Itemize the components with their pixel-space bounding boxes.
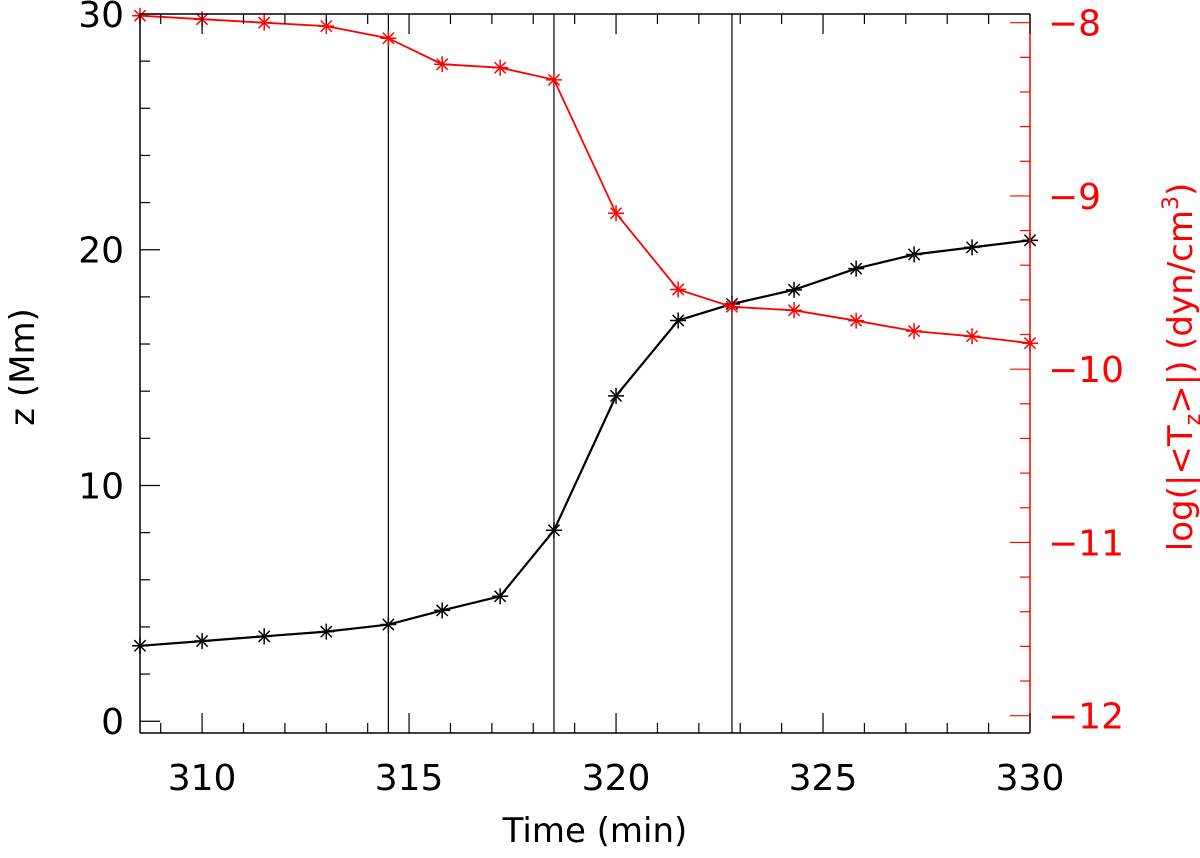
data-point-left xyxy=(434,602,451,619)
y-left-tick-label: 0 xyxy=(101,702,124,743)
marker-stroke xyxy=(382,618,395,631)
marker-stroke xyxy=(494,61,507,74)
data-point-left xyxy=(256,628,273,645)
y-left-tick-label: 20 xyxy=(78,231,124,272)
data-point-left xyxy=(318,623,335,640)
marker-stroke xyxy=(907,324,921,338)
data-point-left xyxy=(492,588,509,605)
vertical-marker-lines xyxy=(387,14,733,733)
x-axis-title: Time (min) xyxy=(502,811,688,851)
marker-stroke xyxy=(609,207,623,220)
series-line-right xyxy=(139,14,1031,345)
marker-stroke xyxy=(547,524,561,537)
marker-stroke xyxy=(258,630,271,643)
axes xyxy=(139,13,1031,734)
y-right-tick-label: −10 xyxy=(1048,350,1124,391)
marker-stroke xyxy=(494,590,507,603)
marker-stroke xyxy=(672,283,685,296)
data-point-right xyxy=(492,59,509,76)
marker-stroke xyxy=(965,241,979,254)
marker-stroke xyxy=(436,604,449,617)
data-point-left xyxy=(906,246,923,263)
marker-stroke xyxy=(320,625,333,638)
data-point-right xyxy=(848,312,865,329)
x-tick-label: 330 xyxy=(996,758,1065,799)
marker-stroke xyxy=(195,634,209,648)
series-line-left xyxy=(139,239,1031,647)
y-right-tick-label: −11 xyxy=(1048,523,1124,564)
data-point-right xyxy=(670,281,687,298)
y-axis-right-title: log(|<Tz>|) (dyn/cm3) xyxy=(1159,183,1200,551)
tick-labels: 310 315 320 325 330 0 10 20 30 −12 −11 −10 −9 −8 xyxy=(78,0,1124,799)
data-point-left xyxy=(380,616,397,633)
x-tick-label: 320 xyxy=(582,758,651,799)
data-point-left xyxy=(964,239,981,256)
x-tick-label: 325 xyxy=(789,758,858,799)
marker-stroke xyxy=(382,32,395,45)
marker-stroke xyxy=(672,314,685,327)
marker-stroke xyxy=(850,314,863,327)
marker-stroke xyxy=(547,73,561,86)
data-point-right xyxy=(256,14,273,31)
data-point-right xyxy=(723,298,740,315)
data-point-right xyxy=(786,302,803,319)
data-point-right xyxy=(608,205,625,222)
data-point-left xyxy=(194,633,211,650)
marker-stroke xyxy=(725,300,739,313)
data-point-right xyxy=(906,323,923,340)
x-tick-label: 315 xyxy=(375,758,444,799)
data-point-right xyxy=(318,18,335,35)
marker-stroke xyxy=(787,304,801,317)
data-point-left xyxy=(848,260,865,277)
data-point-right xyxy=(380,30,397,47)
x-tick-label: 310 xyxy=(168,758,237,799)
y-right-tick-label: −8 xyxy=(1048,4,1101,45)
marker-stroke xyxy=(907,248,921,261)
data-point-left xyxy=(670,312,687,329)
data-point-right xyxy=(545,71,562,88)
marker-stroke xyxy=(258,16,271,29)
data-point-left xyxy=(608,387,625,404)
y-left-tick-label: 30 xyxy=(78,0,124,36)
y-right-tick-label: −12 xyxy=(1048,697,1124,738)
marker-stroke xyxy=(787,283,801,296)
marker-stroke xyxy=(850,262,863,275)
data-series xyxy=(132,7,1038,654)
y-right-tick-label: −9 xyxy=(1048,177,1101,218)
y-axis-left-title: z (Mm) xyxy=(3,308,43,426)
data-point-left xyxy=(786,281,803,298)
data-point-right xyxy=(434,56,451,73)
marker-stroke xyxy=(436,58,449,71)
marker-stroke xyxy=(609,389,623,403)
marker-stroke xyxy=(965,330,979,343)
data-point-right xyxy=(964,328,981,345)
y-left-tick-label: 10 xyxy=(78,466,124,507)
data-point-left xyxy=(545,522,562,539)
marker-stroke xyxy=(320,19,333,33)
